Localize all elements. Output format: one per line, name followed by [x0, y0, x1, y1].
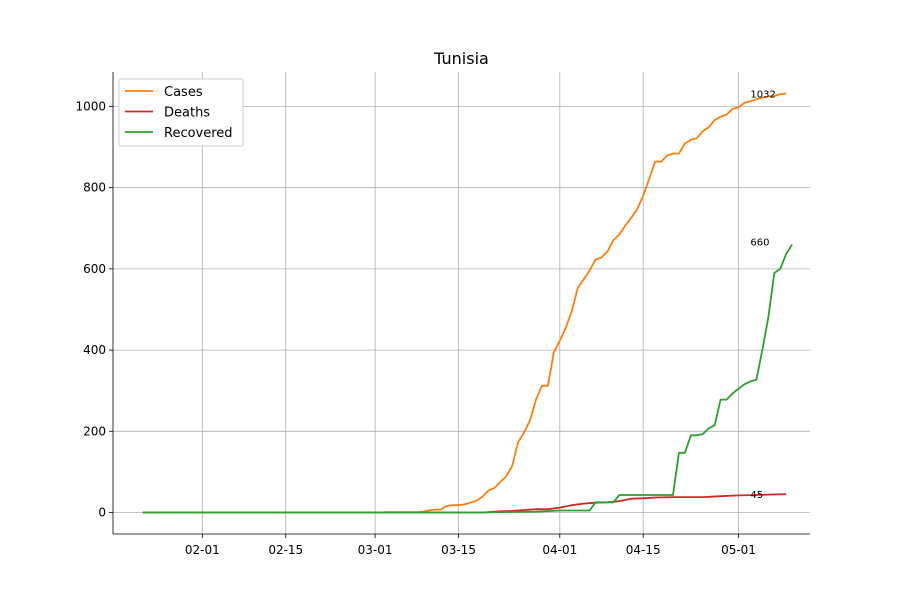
x-tick-label: 02-15	[268, 543, 303, 557]
x-tick-label: 03-15	[441, 543, 476, 557]
legend-label-recovered: Recovered	[164, 126, 233, 141]
series-line-recovered	[142, 244, 793, 514]
end-labels: 1032 660 45	[750, 90, 775, 502]
gridlines	[113, 72, 810, 534]
y-tick-label: 600	[83, 262, 106, 276]
legend-label-deaths: Deaths	[164, 106, 210, 121]
y-tick-label: 200	[83, 424, 106, 438]
x-tick-label: 04-01	[542, 543, 577, 557]
series-line-cases	[142, 92, 787, 514]
series-layer	[142, 92, 793, 514]
end-label-cases: 1032	[750, 90, 775, 101]
y-tick-label: 1000	[75, 100, 106, 114]
y-tick-label: 400	[83, 343, 106, 357]
series-line-deaths	[142, 493, 787, 514]
chart-title: Tunisia	[433, 49, 489, 68]
y-tick-label: 800	[83, 181, 106, 195]
x-tick-label: 02-01	[185, 543, 220, 557]
x-tick-label: 04-15	[626, 543, 661, 557]
axes	[112, 72, 810, 535]
end-label-recovered: 660	[750, 237, 769, 248]
legend: Cases Deaths Recovered	[118, 78, 244, 147]
legend-label-cases: Cases	[164, 85, 203, 100]
x-tick-label: 05-01	[721, 543, 756, 557]
legend-box	[118, 78, 244, 147]
x-tick-label: 03-01	[358, 543, 393, 557]
y-tick-label: 0	[98, 505, 106, 519]
end-label-deaths: 45	[750, 490, 763, 501]
tick-labels: 02-01 02-15 03-01 03-15 04-01 04-15 05-01 0 200 4…	[75, 100, 755, 557]
